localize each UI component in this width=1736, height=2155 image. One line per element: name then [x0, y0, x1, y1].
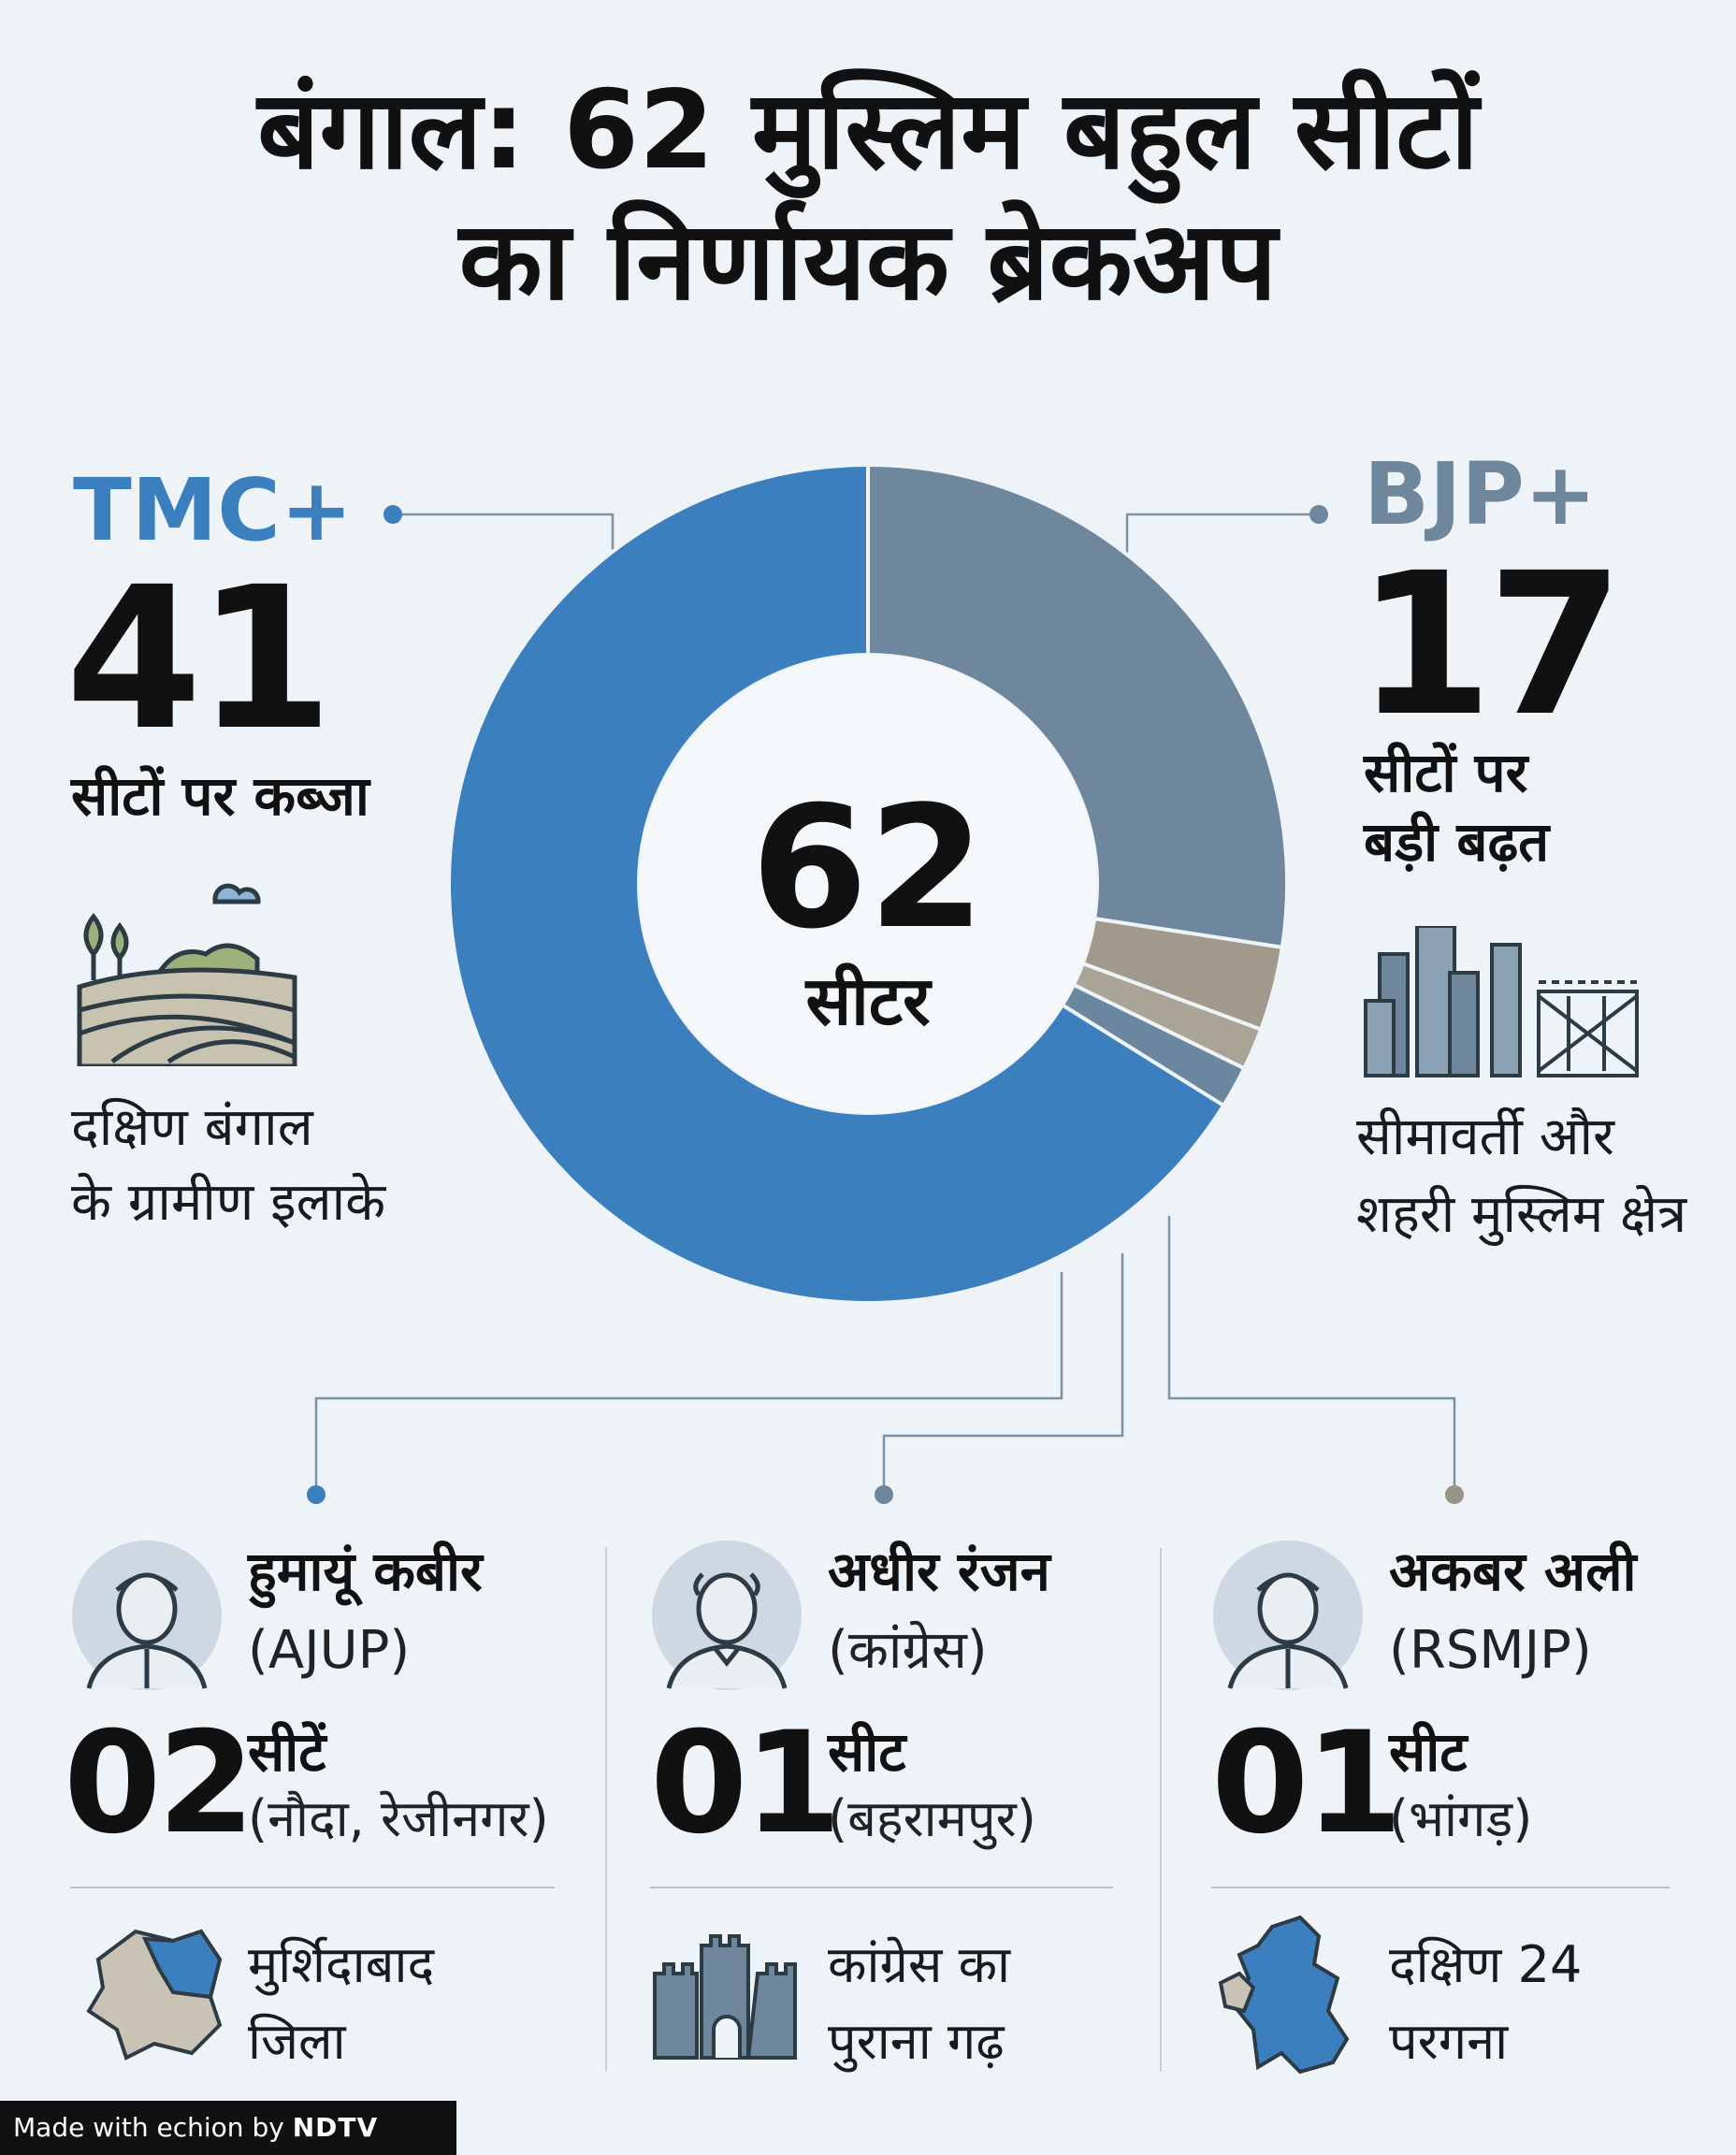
- candidate-note-line-2: पुराना गढ़: [828, 2012, 1005, 2071]
- bjp-name: BJP+: [1364, 444, 1597, 544]
- candidate-name: अकबर अली: [1389, 1540, 1637, 1603]
- candidate-name: हुमायूं कबीर: [248, 1540, 483, 1603]
- candidate-places: (बहरामपुर): [828, 1789, 1036, 1848]
- person-avatar-icon: [72, 1540, 222, 1690]
- fort-icon: [653, 1934, 797, 2060]
- candidate-places: (भांगड़): [1389, 1789, 1533, 1848]
- city-border-icon: [1364, 926, 1639, 1078]
- connector-lines: [307, 505, 1464, 1504]
- tmc-connector-dot: [383, 505, 402, 524]
- candidate-name: अधीर रंजन: [828, 1540, 1050, 1603]
- candidate-party: (कांग्रेस): [828, 1620, 988, 1681]
- donut-hole: [639, 655, 1097, 1113]
- ajup-connector-dot: [307, 1485, 326, 1504]
- bjp-region-line-2: शहरी मुस्लिम क्षेत्र: [1356, 1184, 1687, 1245]
- footer-publisher: NDTV: [292, 2112, 379, 2143]
- page-title: बंगाल: 62 मुस्लिम बहुल सीटों का निर्णायक…: [0, 65, 1736, 327]
- farmland-icon: [77, 883, 297, 1066]
- column-divider-2: [1160, 1548, 1162, 2072]
- candidate-places: (नौदा, रेजीनगर): [248, 1789, 549, 1848]
- footer-brand: echion: [156, 2112, 244, 2143]
- footer-credit: Made with echion by NDTV: [0, 2101, 456, 2155]
- column-divider-1: [605, 1548, 607, 2072]
- congress-connector: [882, 1253, 1124, 1492]
- candidate-note-line-2: परगना: [1389, 2012, 1509, 2071]
- murshidabad-map-icon: [86, 1929, 223, 2061]
- divider-1: [70, 1887, 555, 1888]
- candidate-note-line-1: दक्षिण 24: [1389, 1935, 1583, 1994]
- candidate-note-line-1: मुर्शिदाबाद: [248, 1935, 435, 1994]
- candidate-seat-word: सीट: [1389, 1720, 1468, 1784]
- tmc-region-line-2: के ग्रामीण इलाके: [71, 1172, 386, 1233]
- ajup-connector: [314, 1272, 1063, 1492]
- candidate-seats: 01: [650, 1702, 842, 1865]
- candidate-note-line-1: कांग्रेस का: [828, 1935, 1011, 1994]
- tmc-seats-label: सीटों पर कब्जा: [71, 764, 369, 828]
- title-line-1: बंगाल: 62 मुस्लिम बहुल सीटों: [257, 67, 1479, 194]
- tmc-region-line-1: दक्षिण बंगाल: [71, 1097, 313, 1158]
- candidate-seat-word: सीट: [828, 1720, 906, 1784]
- candidate-note-line-2: जिला: [248, 2012, 346, 2071]
- person-avatar-icon: [652, 1540, 802, 1690]
- center-value: 62: [751, 771, 986, 966]
- footer-by: by: [252, 2112, 284, 2143]
- candidate-seats: 02: [64, 1702, 255, 1865]
- tmc-seats: 41: [65, 544, 333, 774]
- center-label: सीटर: [803, 962, 933, 1040]
- candidate-seats: 01: [1211, 1702, 1403, 1865]
- rsmjp-connector: [1167, 1216, 1456, 1492]
- bjp-seats-label-line-2: बड़ी बढ़त: [1364, 810, 1550, 874]
- south-24-parganas-map-icon: [1218, 1915, 1350, 2075]
- candidate-party: (RSMJP): [1389, 1620, 1592, 1681]
- candidate-party: (AJUP): [248, 1620, 411, 1681]
- candidate-seat-word: सीटें: [248, 1720, 326, 1784]
- rsmjp-connector-dot: [1445, 1485, 1464, 1504]
- congress-connector-dot: [875, 1485, 893, 1504]
- title-line-2: का निर्णायक ब्रेकअप: [458, 198, 1278, 325]
- bjp-region-line-1: सीमावर्ती और: [1356, 1106, 1614, 1167]
- footer-made-with: Made with: [13, 2112, 149, 2143]
- divider-2: [650, 1887, 1113, 1888]
- tmc-name: TMC+: [73, 460, 353, 560]
- person-avatar-icon: [1213, 1540, 1363, 1690]
- bjp-seats: 17: [1356, 530, 1624, 759]
- divider-3: [1211, 1887, 1670, 1888]
- bjp-seats-label-line-1: सीटों पर: [1364, 741, 1528, 804]
- bjp-connector-dot: [1309, 505, 1328, 524]
- donut-chart: [447, 462, 1289, 1305]
